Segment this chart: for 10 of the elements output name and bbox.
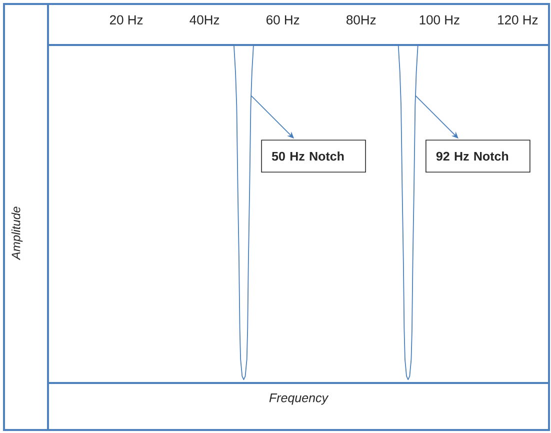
x-tick-label: 60 Hz (266, 15, 300, 24)
annotation: 50 Hz Notch (272, 151, 344, 161)
x-tick-label: 100 Hz (420, 15, 460, 24)
annotation: 92 Hz Notch (436, 151, 508, 161)
x-axis-title: Frequency (269, 394, 329, 405)
x-tick-label: 80Hz (346, 15, 376, 24)
x-tick-label: 120 Hz (498, 15, 538, 24)
x-tick-label: 20 Hz (110, 15, 143, 24)
x-tick-label: 40Hz (190, 15, 220, 24)
y-axis-title: Amplitude (11, 206, 23, 260)
